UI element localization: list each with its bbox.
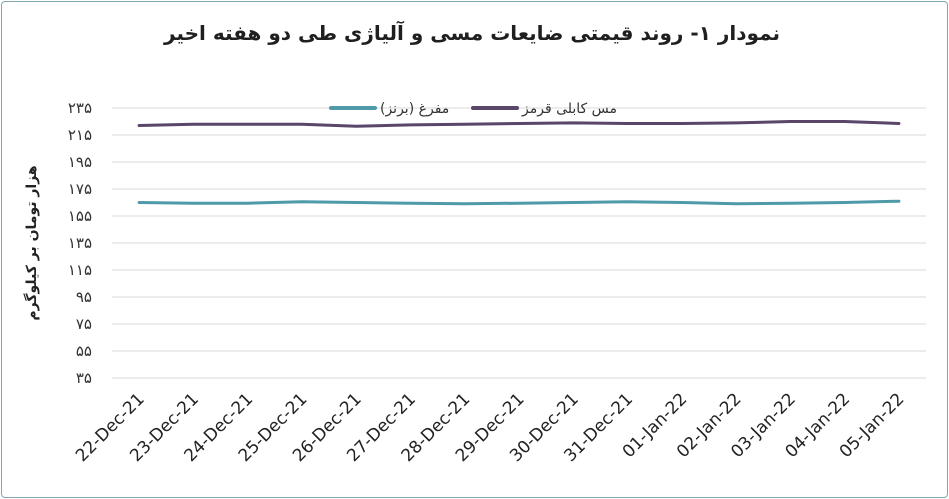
- y-tick-label: ۲۱۵: [68, 126, 92, 144]
- legend-label: مس کابلی قرمز: [521, 101, 617, 117]
- gridlines: [112, 107, 926, 379]
- y-tick-label: ۵۵: [76, 342, 92, 360]
- y-tick-label: ۱۱۵: [68, 261, 92, 279]
- y-axis-label: هزار تومان بر کیلوگرم: [23, 165, 40, 320]
- chart-title: نمودار ۱- روند قیمتی ضایعات مسی و آلیاژی…: [163, 20, 780, 45]
- legend-item: مفرغ (برنز): [329, 101, 449, 117]
- series-lines: [137, 120, 901, 206]
- y-axis-ticks: ۳۵ ۵۵ ۷۵ ۹۵ ۱۱۵ ۱۳۵ ۱۵۵ ۱۷۵ ۱۹۵ ۲۱۵ ۲۳۵: [68, 99, 92, 387]
- legend-item: مس کابلی قرمز: [471, 101, 617, 117]
- legend: مس کابلی قرمز مفرغ (برنز): [329, 101, 617, 117]
- y-tick-label: ۱۷۵: [68, 180, 92, 198]
- y-tick-label: ۱۹۵: [68, 153, 92, 171]
- y-tick-label: ۱۳۵: [68, 234, 92, 252]
- series-line-1: [137, 120, 901, 128]
- y-tick-label: ۷۵: [76, 315, 92, 333]
- y-tick-label: ۱۵۵: [68, 207, 92, 225]
- y-tick-label: ۳۵: [76, 369, 92, 387]
- x-axis-ticks: 22-Dec-2123-Dec-2124-Dec-2125-Dec-2126-D…: [72, 389, 908, 466]
- y-tick-label: ۲۳۵: [68, 99, 92, 117]
- series-line-2: [137, 199, 901, 206]
- legend-label: مفرغ (برنز): [380, 101, 449, 117]
- y-tick-label: ۹۵: [76, 288, 92, 306]
